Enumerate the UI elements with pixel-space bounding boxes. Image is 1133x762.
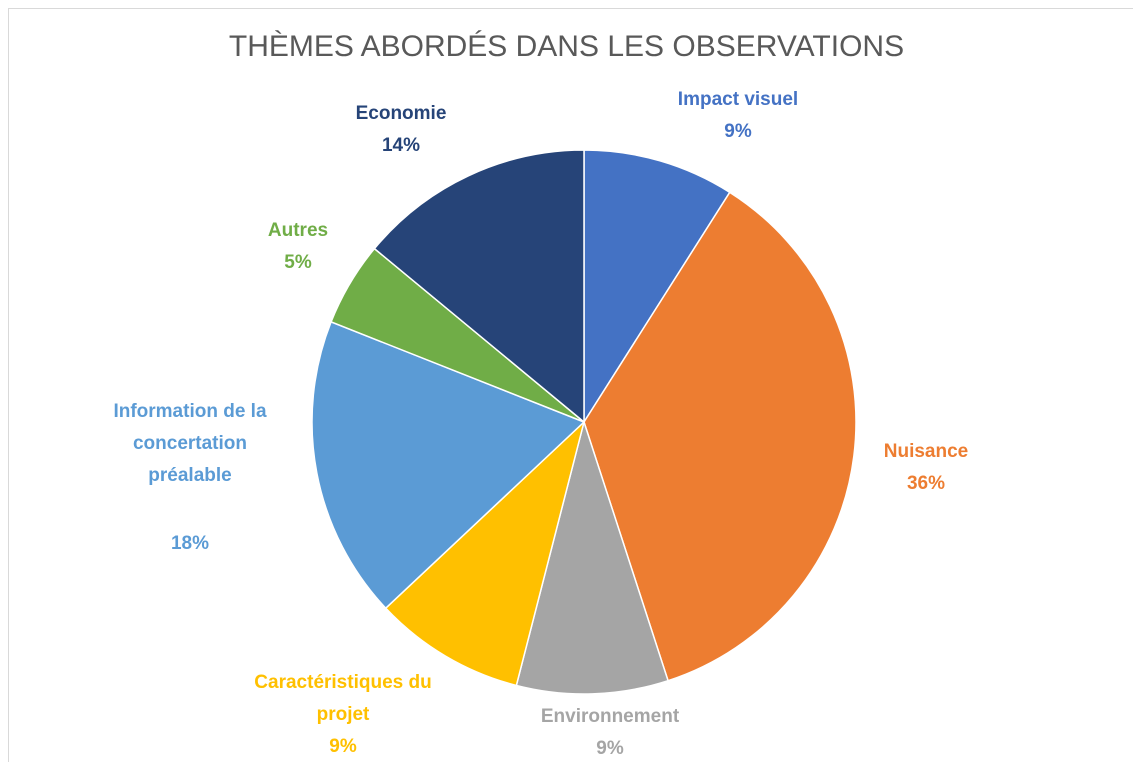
value-label: 36% xyxy=(906,473,946,494)
category-label: Caractéristiques du projet xyxy=(254,672,432,725)
chart-title: THÈMES ABORDÉS DANS LES OBSERVATIONS xyxy=(228,30,905,63)
slice xyxy=(583,191,857,682)
data-label: Caractéristiques du projet 9% xyxy=(228,667,458,762)
slice xyxy=(311,320,586,610)
value-label: 9% xyxy=(724,121,752,142)
value-label: 9% xyxy=(329,736,357,757)
value-label: 5% xyxy=(284,252,312,273)
data-label: Economie 14% xyxy=(321,98,481,162)
slice xyxy=(583,149,731,425)
value-label: 18% xyxy=(170,533,210,554)
value-label: 14% xyxy=(381,135,421,156)
slice xyxy=(373,149,585,424)
frame xyxy=(8,8,1133,762)
category-label: Autres xyxy=(267,220,329,241)
value-label: 9% xyxy=(596,738,624,759)
slice xyxy=(384,419,586,687)
category-label: Impact visuel xyxy=(677,89,799,110)
slice xyxy=(515,419,669,695)
data-label: Impact visuel 9% xyxy=(638,84,838,148)
category-label: Environnement xyxy=(540,706,680,727)
category-label: Nuisance xyxy=(883,441,969,462)
data-label: Autres 5% xyxy=(238,215,358,279)
data-label: Nuisance 36% xyxy=(826,436,1026,500)
data-label: Information de la concertation préalable… xyxy=(90,396,290,560)
category-label: Economie xyxy=(355,103,447,124)
category-label: Information de la concertation préalable xyxy=(113,401,267,486)
data-label: Environnement 9% xyxy=(500,701,720,762)
